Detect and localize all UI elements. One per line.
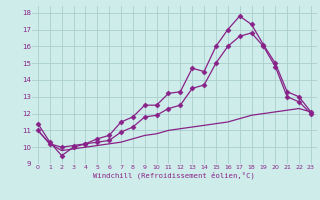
X-axis label: Windchill (Refroidissement éolien,°C): Windchill (Refroidissement éolien,°C) xyxy=(93,171,255,179)
